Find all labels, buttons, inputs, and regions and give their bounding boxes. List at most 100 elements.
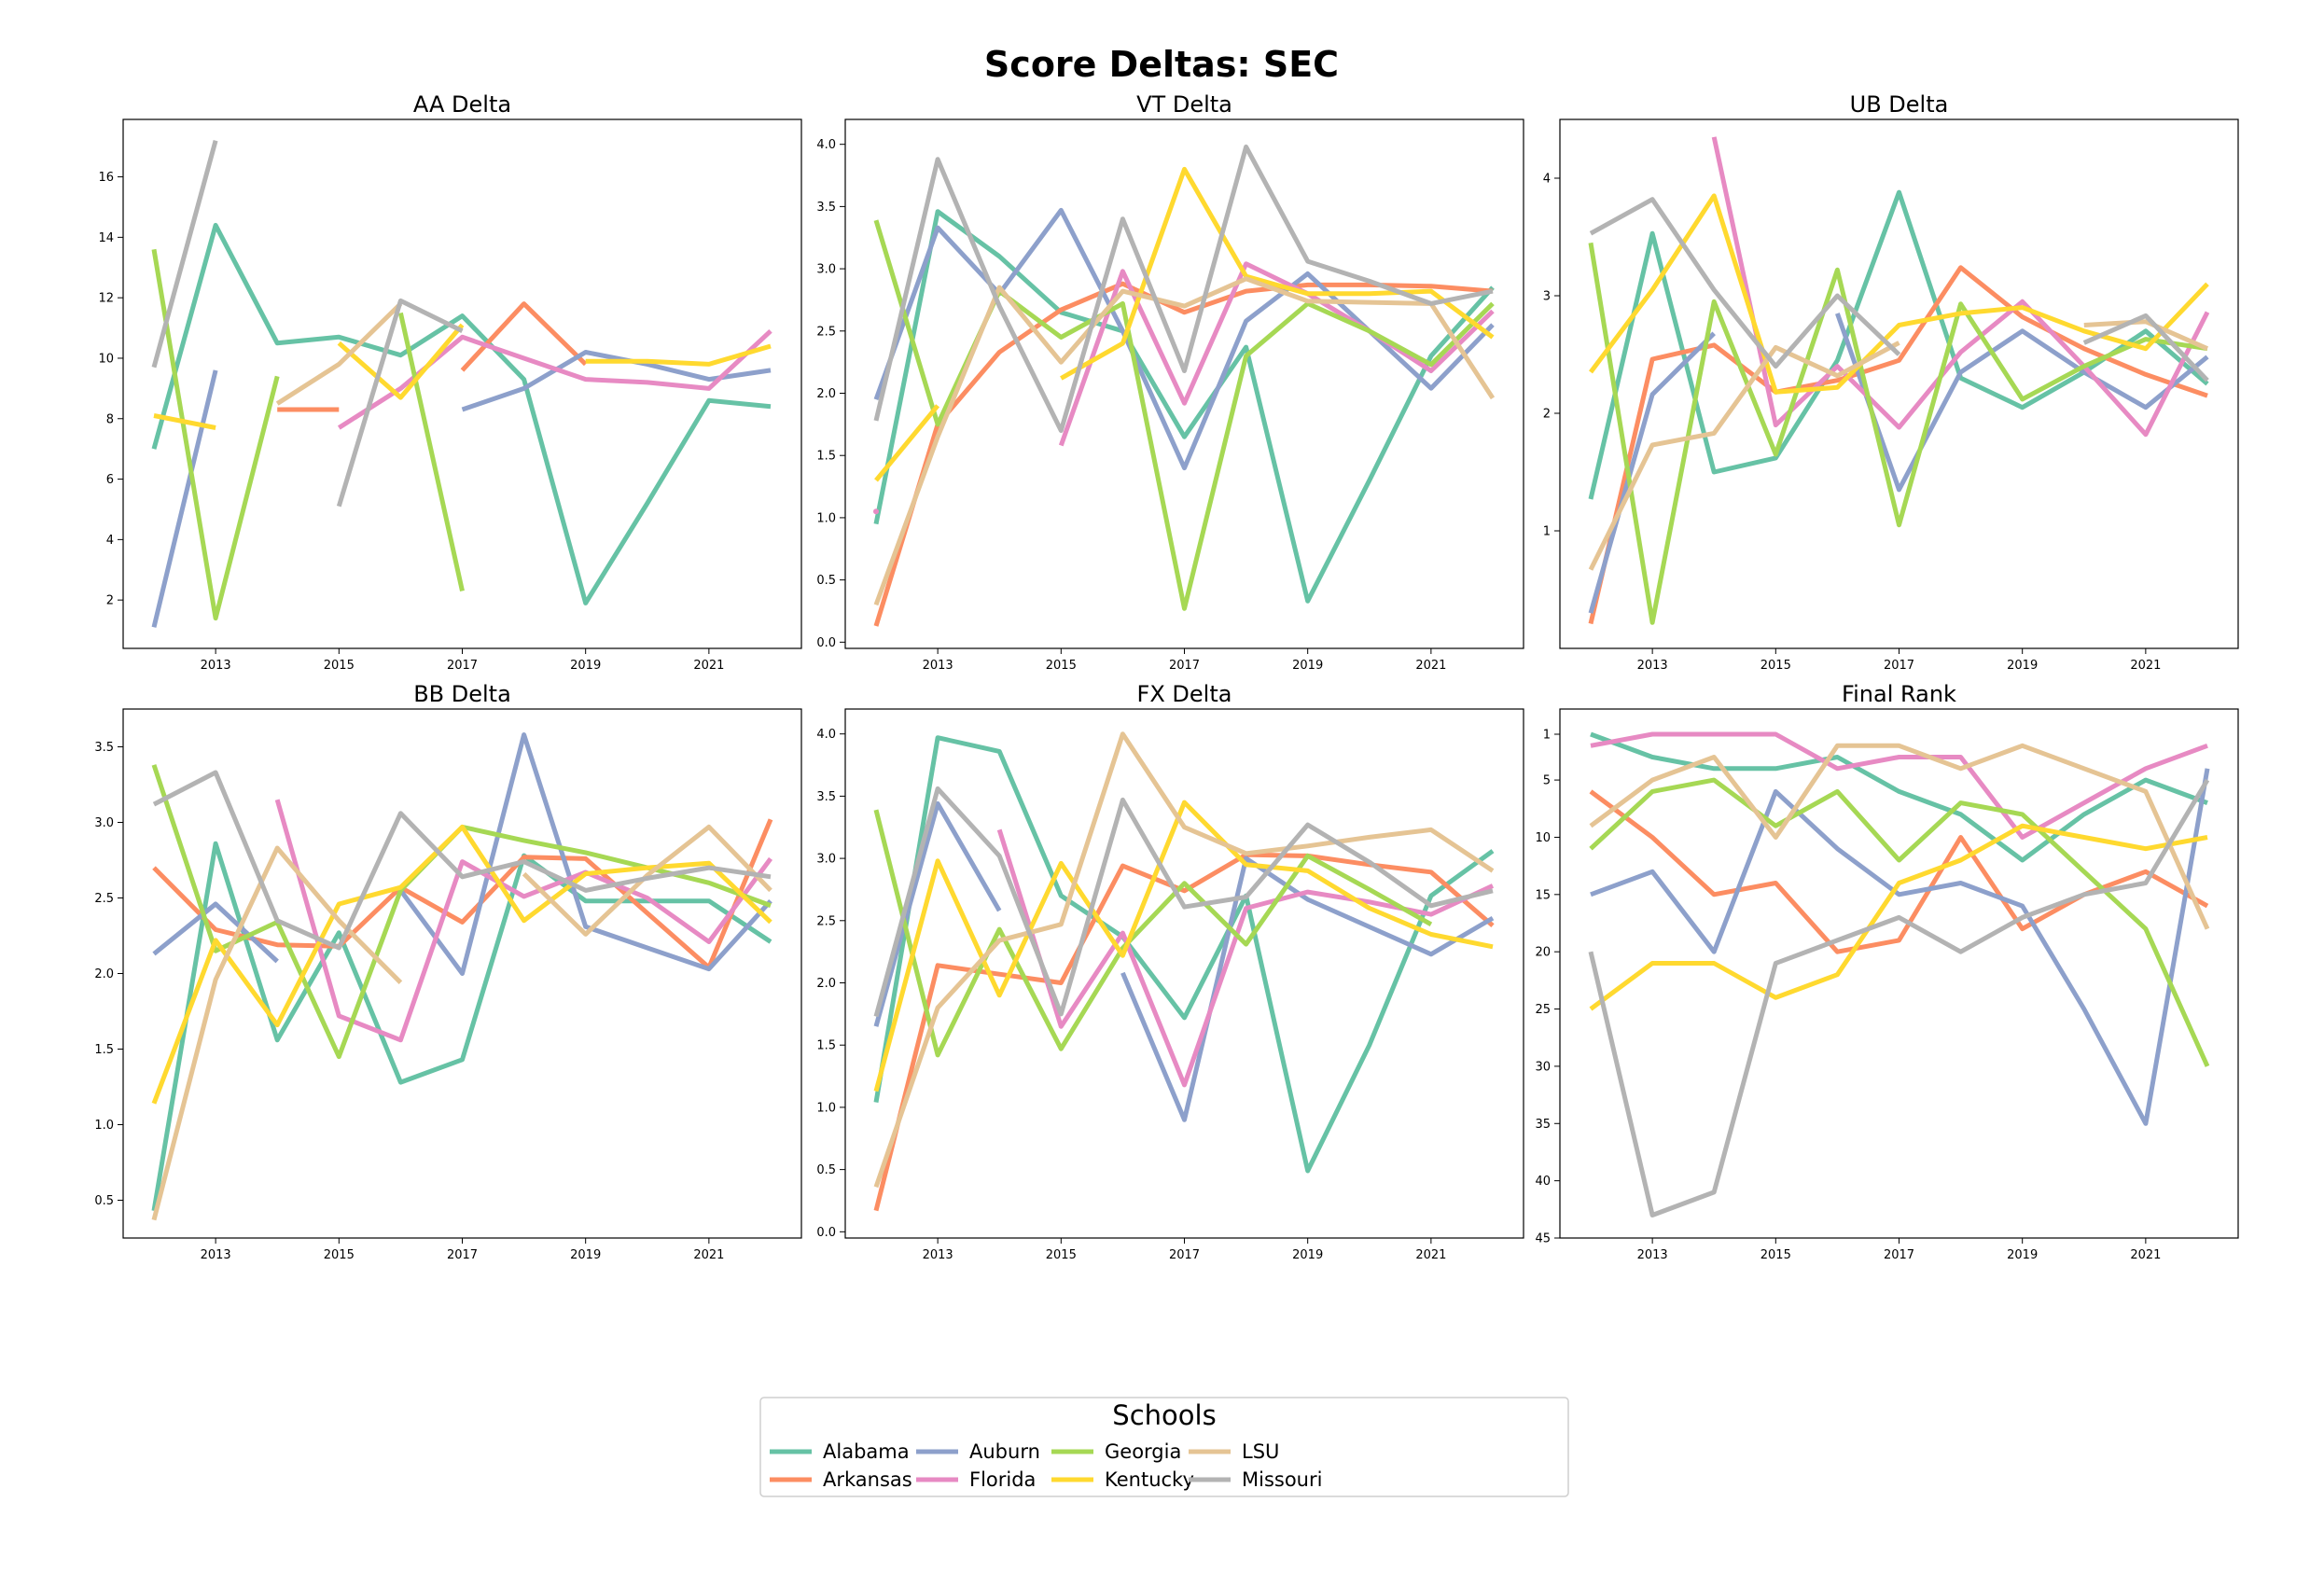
series-lsu bbox=[151, 824, 772, 1221]
series-line-kentucky bbox=[873, 800, 1494, 1092]
x-tick-label: 2013 bbox=[1637, 659, 1668, 673]
series-line-alabama bbox=[151, 841, 772, 1212]
y-tick-label: 3 bbox=[1543, 290, 1551, 304]
series-auburn bbox=[873, 207, 1495, 471]
series-line-kentucky bbox=[585, 343, 772, 367]
y-tick-label: 10 bbox=[98, 352, 114, 366]
y-tick-label: 2.5 bbox=[816, 325, 836, 339]
legend-entries: Alabama Arkansas Auburn Florida Georgia Kentu… bbox=[770, 1440, 1322, 1491]
y-tick-label: 1 bbox=[1543, 525, 1551, 539]
y-tick-label: 0.5 bbox=[94, 1194, 114, 1208]
series-line-missouri bbox=[336, 298, 464, 508]
panel-ub-delta: UB Delta 2013 2015 2017 2019 2021 1 2 3 4 bbox=[1543, 91, 2239, 673]
y-tick-label: 0.5 bbox=[816, 574, 836, 588]
y-tick-label: 45 bbox=[1535, 1232, 1551, 1246]
series-line-florida bbox=[337, 328, 772, 430]
legend-label: LSU bbox=[1242, 1440, 1279, 1463]
y-tick-label: 1.5 bbox=[94, 1043, 114, 1057]
series-auburn bbox=[873, 800, 1495, 1122]
series-line-auburn bbox=[152, 901, 279, 964]
series-missouri bbox=[873, 786, 1494, 1018]
x-tick-label: 2017 bbox=[1884, 1248, 1914, 1262]
series-line-florida bbox=[274, 799, 773, 1043]
x-tick-label: 2013 bbox=[201, 659, 231, 673]
series-auburn bbox=[1590, 768, 2210, 1126]
series-line-georgia bbox=[873, 809, 1433, 1058]
series-alabama bbox=[873, 209, 1495, 604]
legend-item-missouri: Missouri bbox=[1189, 1468, 1322, 1491]
series-line-missouri bbox=[873, 144, 1494, 433]
y-tick-label: 3.0 bbox=[816, 263, 836, 277]
series-missouri bbox=[151, 140, 464, 508]
y-tick-label: 2.0 bbox=[816, 387, 836, 401]
y-tick-label: 1.0 bbox=[816, 1101, 836, 1115]
series-line-missouri bbox=[1588, 778, 2210, 1217]
series-group bbox=[151, 732, 773, 1221]
series-lsu bbox=[275, 301, 403, 406]
series-kentucky bbox=[874, 166, 1495, 482]
series-kentucky bbox=[153, 323, 772, 430]
x-tick-label: 2017 bbox=[1169, 1248, 1200, 1262]
y-tick-label: 8 bbox=[106, 412, 114, 426]
series-line-auburn bbox=[398, 732, 772, 976]
series-line-georgia bbox=[1588, 242, 2208, 625]
legend-item-georgia: Georgia bbox=[1051, 1440, 1181, 1463]
series-line-arkansas bbox=[1589, 789, 2209, 954]
series-line-auburn bbox=[151, 369, 218, 628]
y-tick-label: 20 bbox=[1535, 946, 1551, 960]
series-georgia bbox=[873, 809, 1433, 1058]
series-group bbox=[873, 144, 1496, 627]
x-tick-label: 2013 bbox=[923, 659, 953, 673]
y-tick-label: 1.5 bbox=[816, 1039, 836, 1053]
series-lsu bbox=[873, 731, 1495, 1189]
series-alabama bbox=[151, 222, 772, 605]
panel-vt-delta: VT Delta 2013 2015 2017 2019 2021 0.0 0.5 1.0 1.5… bbox=[816, 91, 1524, 673]
y-tick-label: 3.5 bbox=[94, 741, 114, 755]
x-tick-label: 2021 bbox=[693, 1248, 724, 1262]
series-line-missouri bbox=[2082, 313, 2209, 383]
series-lsu bbox=[873, 276, 1496, 606]
panel-title-aa-delta: AA Delta bbox=[413, 91, 511, 118]
series-line-auburn bbox=[873, 800, 1002, 1027]
series-line-georgia bbox=[397, 312, 465, 591]
y-tick-label: 3.5 bbox=[816, 790, 836, 804]
series-line-auburn bbox=[1120, 856, 1495, 1122]
axes-frame bbox=[122, 118, 802, 649]
panel-title-vt-delta: VT Delta bbox=[1136, 91, 1232, 118]
y-tick-label: 4.0 bbox=[816, 138, 836, 152]
series-line-georgia bbox=[1589, 777, 2210, 1067]
series-line-arkansas bbox=[1588, 265, 2208, 625]
y-tick-label: 25 bbox=[1535, 1003, 1551, 1017]
series-line-kentucky bbox=[1588, 193, 2209, 395]
series-group bbox=[1588, 136, 2210, 625]
series-line-lsu bbox=[873, 276, 1496, 606]
x-tick-label: 2015 bbox=[324, 1248, 355, 1262]
series-auburn bbox=[152, 732, 772, 976]
y-tick-label: 2.0 bbox=[94, 967, 114, 981]
series-line-arkansas bbox=[873, 281, 1494, 627]
panel-title-fx-delta: FX Delta bbox=[1137, 681, 1232, 707]
y-tick-label: 1 bbox=[1543, 729, 1551, 743]
series-alabama bbox=[873, 735, 1495, 1174]
y-tick-label: 0.0 bbox=[816, 1226, 836, 1240]
series-georgia bbox=[1589, 777, 2210, 1067]
legend: Schools Alabama Arkansas Auburn Florida Geor… bbox=[759, 1397, 1569, 1497]
series-line-missouri bbox=[1589, 197, 1901, 369]
x-tick-label: 2013 bbox=[201, 1248, 231, 1262]
y-tick-label: 4 bbox=[1543, 173, 1551, 187]
series-arkansas bbox=[1588, 265, 2208, 625]
x-tick-label: 2015 bbox=[324, 659, 355, 673]
panel-title-final-rank: Final Rank bbox=[1842, 681, 1956, 707]
y-tick-label: 40 bbox=[1535, 1175, 1551, 1189]
legend-label: Kentucky bbox=[1105, 1468, 1194, 1491]
panel-fx-delta: FX Delta 2013 2015 2017 2019 2021 0.0 0.5 1.0 1.5… bbox=[816, 681, 1524, 1262]
y-tick-label: 12 bbox=[98, 292, 114, 306]
axes-frame bbox=[844, 708, 1524, 1239]
y-tick-label: 1.0 bbox=[94, 1119, 114, 1133]
series-florida bbox=[337, 328, 772, 430]
y-tick-label: 4.0 bbox=[816, 728, 836, 742]
series-line-kentucky bbox=[153, 413, 216, 430]
series-line-auburn bbox=[1590, 768, 2210, 1126]
